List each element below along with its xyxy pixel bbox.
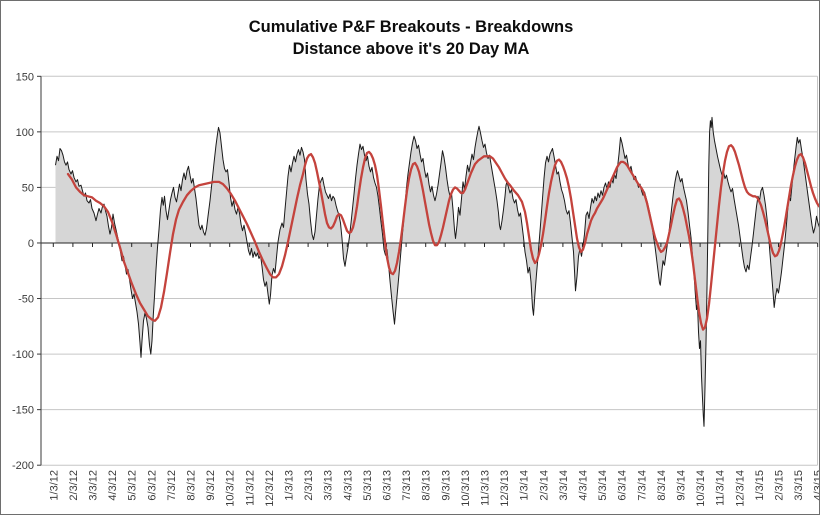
x-tick-label-2/3/14: 2/3/14 (538, 470, 550, 501)
x-tick-label-12/3/13: 12/3/13 (499, 470, 511, 507)
x-tick-label-7/3/14: 7/3/14 (636, 470, 648, 501)
x-tick-label-11/3/14: 11/3/14 (715, 470, 727, 506)
ma-20-day-line (66, 144, 819, 331)
x-tick-label-10/3/13: 10/3/13 (460, 470, 472, 507)
x-tick-label-10/3/14: 10/3/14 (695, 470, 707, 507)
daily-area-fill (55, 117, 819, 427)
y-tick-label-100: 100 (16, 127, 34, 139)
x-tick-label-3/3/12: 3/3/12 (88, 470, 100, 501)
x-tick-label-4/3/14: 4/3/14 (578, 470, 590, 501)
x-tick-label-6/3/13: 6/3/13 (382, 470, 394, 501)
x-tick-label-1/3/15: 1/3/15 (754, 470, 766, 501)
x-tick-label-3/3/14: 3/3/14 (558, 470, 570, 501)
y-axis (37, 75, 42, 466)
daily-area-series (55, 117, 819, 427)
x-tick-label-4/3/12: 4/3/12 (107, 470, 119, 501)
x-tick-label-1/3/12: 1/3/12 (48, 470, 60, 501)
x-tick-label-11/3/13: 11/3/13 (480, 470, 492, 506)
x-tick-label-6/3/14: 6/3/14 (617, 470, 629, 501)
y-tick-label-150: 150 (16, 71, 34, 83)
x-tick-label-2/3/12: 2/3/12 (68, 470, 80, 501)
y-tick-label--50: -50 (18, 294, 34, 306)
x-tick-label-7/3/12: 7/3/12 (166, 470, 178, 501)
x-tick-label-6/3/12: 6/3/12 (146, 470, 158, 501)
x-tick-label-8/3/12: 8/3/12 (186, 470, 198, 501)
y-tick-label--150: -150 (12, 405, 34, 417)
x-tick-label-10/3/12: 10/3/12 (225, 470, 237, 507)
daily-line (55, 116, 819, 427)
y-tick-label--100: -100 (12, 349, 34, 361)
x-tick-label-9/3/14: 9/3/14 (676, 470, 688, 501)
y-tick-label--200: -200 (12, 460, 34, 472)
x-tick-label-2/3/13: 2/3/13 (303, 470, 315, 501)
x-tick-label-2/3/15: 2/3/15 (774, 470, 786, 501)
x-tick-label-1/3/14: 1/3/14 (519, 470, 531, 501)
x-tick-label-3/3/15: 3/3/15 (793, 470, 805, 501)
chart-title-line1: Cumulative P&F Breakouts - Breakdowns (249, 18, 574, 36)
y-tick-label-0: 0 (28, 238, 34, 250)
x-tick-label-5/3/12: 5/3/12 (127, 470, 139, 501)
chart-title-line2: Distance above it's 20 Day MA (293, 40, 530, 58)
x-tick-label-7/3/13: 7/3/13 (401, 470, 413, 501)
x-tick-label-5/3/13: 5/3/13 (362, 470, 374, 501)
x-tick-label-8/3/13: 8/3/13 (421, 470, 433, 501)
y-axis-value-labels: 150 100 50 0 -50 -100 -150 -200 (12, 71, 34, 472)
x-tick-label-4/3/13: 4/3/13 (342, 470, 354, 501)
x-axis-date-labels: 1/3/12 2/3/12 3/3/12 4/3/12 5/3/12 6/3/12 7/3/… (48, 470, 819, 507)
x-tick-label-4/3/15: 4/3/15 (813, 470, 819, 501)
x-tick-label-9/3/13: 9/3/13 (440, 470, 452, 501)
series-lines (55, 116, 819, 427)
y-tick-label-50: 50 (22, 182, 34, 194)
x-tick-label-11/3/12: 11/3/12 (244, 470, 256, 506)
x-tick-label-9/3/12: 9/3/12 (205, 470, 217, 501)
x-tick-label-5/3/14: 5/3/14 (597, 470, 609, 501)
x-tick-label-12/3/12: 12/3/12 (264, 470, 276, 507)
x-tick-label-3/3/13: 3/3/13 (323, 470, 335, 501)
x-tick-label-1/3/13: 1/3/13 (284, 470, 296, 501)
x-tick-label-8/3/14: 8/3/14 (656, 470, 668, 501)
x-tick-label-12/3/14: 12/3/14 (734, 470, 746, 507)
